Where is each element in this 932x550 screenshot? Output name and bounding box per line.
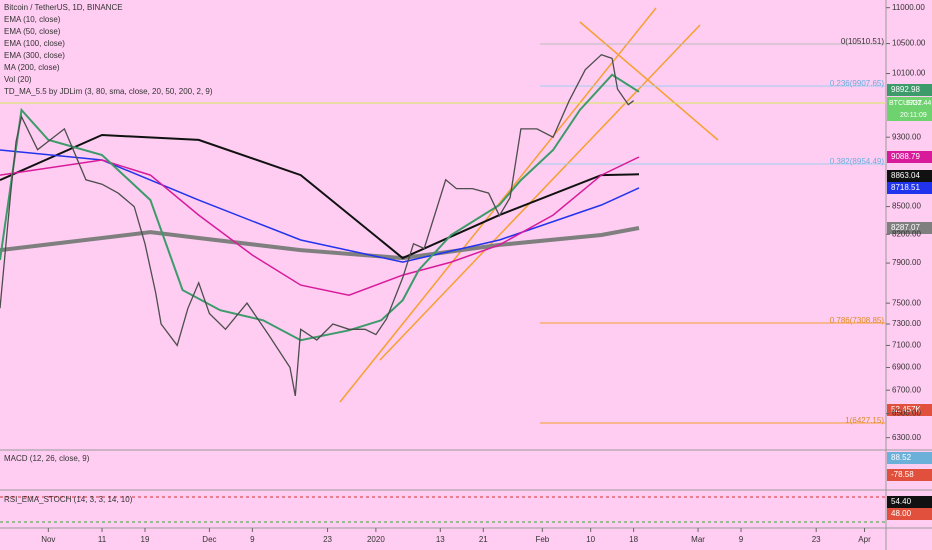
y-tick-label: 8500.00 bbox=[892, 202, 921, 211]
badge-text: 9088.79 bbox=[891, 152, 920, 161]
y-tick-label: 10500.00 bbox=[892, 39, 926, 48]
series-line bbox=[0, 156, 640, 296]
series-line bbox=[0, 226, 640, 261]
legend-entry: EMA (100, close) bbox=[4, 39, 65, 48]
y-tick-label: 7100.00 bbox=[892, 341, 921, 350]
series-line bbox=[0, 133, 640, 260]
fib-label: 1(6427.15) bbox=[845, 416, 884, 425]
y-tick-label: 6500.00 bbox=[892, 409, 921, 418]
x-tick-label: 13 bbox=[436, 535, 445, 544]
badge-text: 8718.51 bbox=[891, 183, 920, 192]
badge bbox=[887, 404, 932, 416]
x-tick-label: 2020 bbox=[367, 535, 385, 544]
x-tick-label: Nov bbox=[41, 535, 55, 544]
x-tick-label: 9 bbox=[250, 535, 255, 544]
legend-title: Bitcoin / TetherUS, 1D, BINANCE bbox=[4, 3, 123, 12]
legend: Bitcoin / TetherUS, 1D, BINANCE EMA (10,… bbox=[4, 3, 213, 96]
badge-text: 88.52 bbox=[891, 453, 912, 462]
channel-line bbox=[379, 24, 701, 361]
x-tick-label: 23 bbox=[812, 535, 821, 544]
x-tick-label: 19 bbox=[141, 535, 150, 544]
y-tick-label: 6300.00 bbox=[892, 433, 921, 442]
legend-entry: MA (200, close) bbox=[4, 63, 60, 72]
series-line bbox=[0, 53, 634, 397]
x-tick-label: 10 bbox=[586, 535, 595, 544]
y-tick-label: 8200.00 bbox=[892, 229, 921, 238]
y-tick-label: 7500.00 bbox=[892, 298, 921, 307]
fib-label: 0.786(7308.85) bbox=[830, 316, 885, 325]
badge-text: 52.457K bbox=[891, 405, 921, 414]
badge-text: 9732.44 bbox=[906, 100, 931, 107]
badge bbox=[887, 496, 932, 508]
badge-text: BTCUSDT bbox=[889, 100, 923, 107]
badge bbox=[887, 151, 932, 163]
badge bbox=[887, 97, 932, 121]
y-tick-label: 6700.00 bbox=[892, 385, 921, 394]
badge-text: 8863.04 bbox=[891, 171, 920, 180]
x-tick-label: Apr bbox=[858, 535, 871, 544]
legend-entry: EMA (10, close) bbox=[4, 15, 61, 24]
badge bbox=[887, 84, 932, 96]
badge-text: -78.58 bbox=[891, 470, 914, 479]
fib-label: 0.236(9907.65) bbox=[830, 79, 885, 88]
y-tick-label: 10100.00 bbox=[892, 69, 926, 78]
x-tick-label: Mar bbox=[691, 535, 705, 544]
badge bbox=[887, 222, 932, 234]
badge bbox=[887, 182, 932, 194]
x-tick-label: Dec bbox=[202, 535, 216, 544]
x-tick-label: 11 bbox=[98, 535, 107, 544]
legend-entry: TD_MA_5.5 by JDLim (3, 80, sma, close, 2… bbox=[4, 87, 213, 96]
badge-text: 20:11:09 bbox=[900, 112, 927, 119]
badge-text: 54.40 bbox=[891, 497, 912, 506]
y-tick-label: 6900.00 bbox=[892, 363, 921, 372]
badge bbox=[887, 170, 932, 182]
x-tick-label: 21 bbox=[479, 535, 488, 544]
x-tick-label: 9 bbox=[739, 535, 744, 544]
x-tick-label: 23 bbox=[323, 535, 332, 544]
x-tick-label: Feb bbox=[535, 535, 549, 544]
legend-entry: EMA (300, close) bbox=[4, 51, 65, 60]
y-tick-label: 9300.00 bbox=[892, 132, 921, 141]
badge-text: 48.00 bbox=[891, 509, 912, 518]
badge bbox=[887, 469, 932, 481]
badge-text: 9892.98 bbox=[891, 85, 920, 94]
series-line bbox=[0, 73, 640, 342]
pane-label: MACD (12, 26, close, 9) bbox=[4, 454, 90, 463]
fib-label: 0(10510.51) bbox=[841, 37, 884, 46]
badge bbox=[887, 452, 932, 464]
legend-entry: EMA (50, close) bbox=[4, 27, 61, 36]
channel-line bbox=[579, 21, 719, 141]
badge-text: 8287.07 bbox=[891, 223, 920, 232]
y-tick-label: 11000.00 bbox=[892, 3, 925, 12]
badge bbox=[887, 508, 932, 520]
pane-label: RSI_EMA_STOCH (14, 3, 3, 14, 10) bbox=[4, 495, 133, 504]
fib-label: 0.382(8954.49) bbox=[830, 157, 885, 166]
y-tick-label: 7900.00 bbox=[892, 258, 921, 267]
y-tick-label: 7300.00 bbox=[892, 319, 921, 328]
x-tick-label: 18 bbox=[629, 535, 638, 544]
series-line bbox=[0, 149, 640, 263]
legend-entry: Vol (20) bbox=[4, 75, 32, 84]
